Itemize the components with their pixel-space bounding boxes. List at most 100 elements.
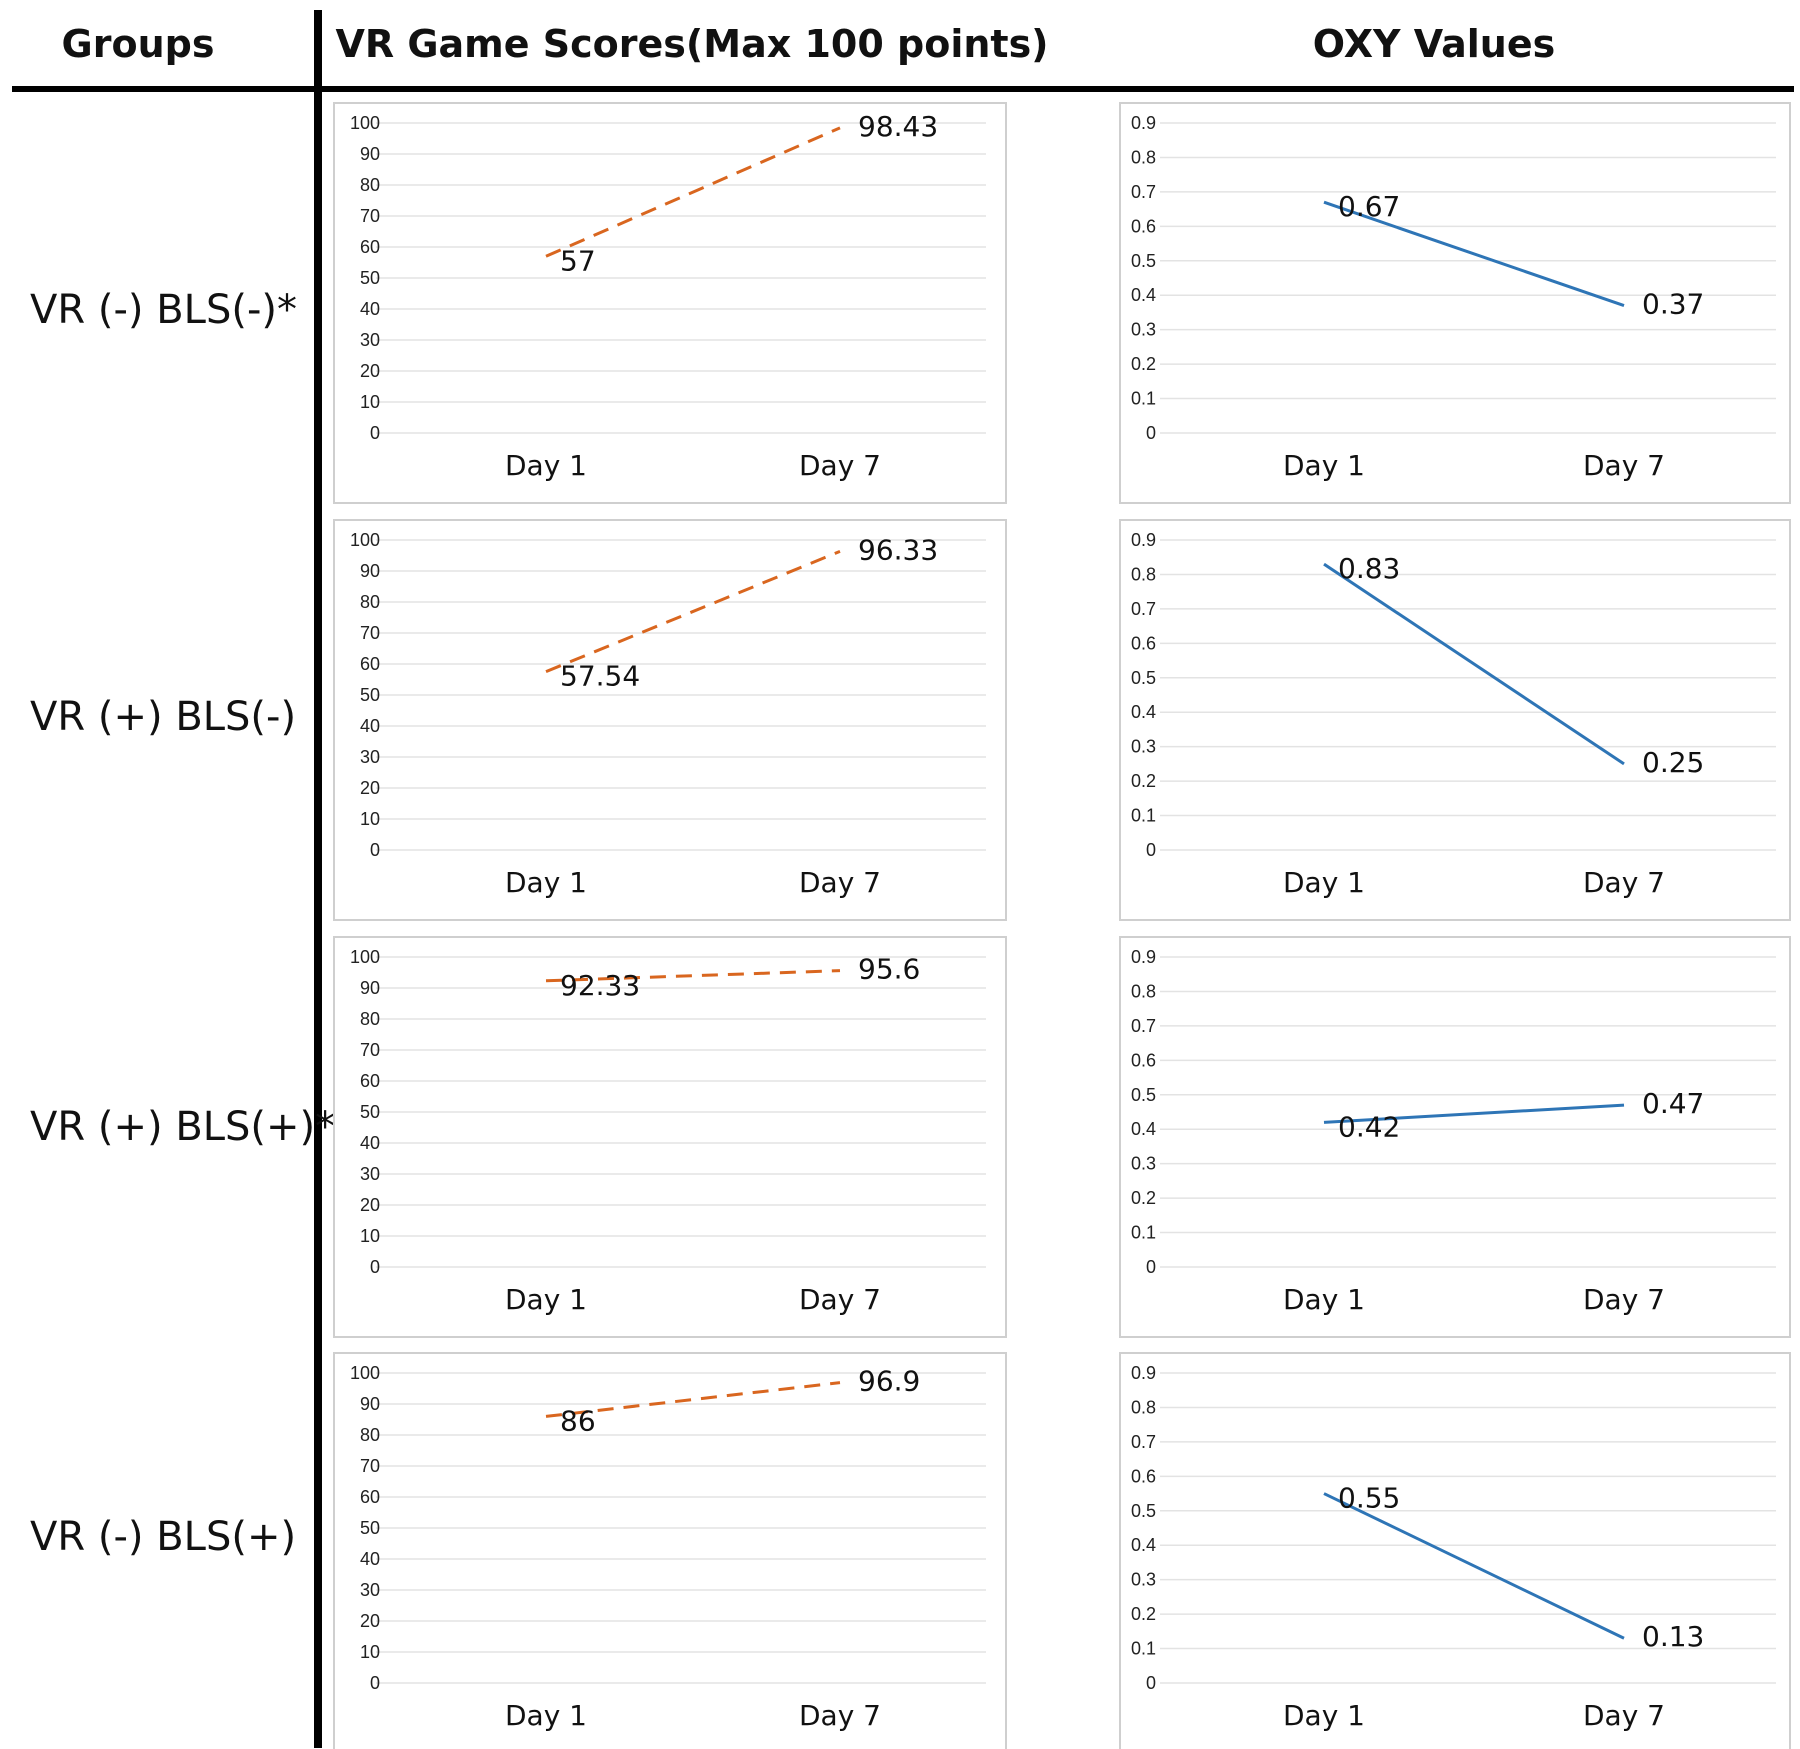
y-tick-label: 100 [350,1363,380,1383]
group-label: VR (-) BLS(-)* [30,287,297,333]
data-label: 0.67 [1338,190,1400,223]
y-tick-label: 50 [360,1518,380,1538]
y-tick-label: 30 [360,747,380,767]
scores-header: VR Game Scores(Max 100 points) [335,22,1048,66]
y-tick-label: 0 [1146,1673,1156,1693]
y-tick-label: 0 [1146,423,1156,443]
chart-frame [333,936,1007,1338]
y-tick-label: 0.5 [1131,251,1156,271]
data-label: 57 [560,244,596,277]
y-tick-label: 0.1 [1131,1639,1156,1659]
y-tick-label: 60 [360,1487,380,1507]
x-tick-label: Day 7 [1583,1283,1665,1316]
y-tick-label: 40 [360,716,380,736]
y-tick-label: 0.6 [1131,633,1156,653]
y-tick-label: 100 [350,947,380,967]
oxy-series-line [1323,562,1625,766]
chart-frame [1119,519,1791,921]
x-tick-label: Day 7 [799,1699,881,1732]
chart-frame [333,1352,1007,1749]
y-tick-label: 0.2 [1131,771,1156,791]
y-tick-label: 30 [360,1580,380,1600]
y-tick-label: 70 [360,1456,380,1476]
y-tick-label: 0.4 [1131,1535,1156,1555]
y-tick-label: 0.5 [1131,1501,1156,1521]
y-tick-label: 0 [370,1257,380,1277]
y-tick-label: 0.4 [1131,702,1156,722]
y-tick-label: 70 [360,623,380,643]
x-tick-label: Day 7 [799,1283,881,1316]
y-tick-label: 40 [360,1133,380,1153]
y-tick-label: 10 [360,1226,380,1246]
y-tick-label: 0.7 [1131,182,1156,202]
oxy-series-line [1323,1103,1625,1124]
y-tick-label: 0.3 [1131,1154,1156,1174]
score-series-line [545,1381,841,1418]
groups-header: Groups [62,22,215,66]
y-tick-label: 60 [360,654,380,674]
data-label: 92.33 [560,969,640,1002]
y-tick-label: 40 [360,299,380,319]
y-tick-label: 80 [360,1425,380,1445]
y-tick-label: 90 [360,978,380,998]
x-tick-label: Day 7 [1583,866,1665,899]
oxy-header: OXY Values [1313,22,1555,66]
data-label: 57.54 [560,660,640,693]
score-series-line [545,126,841,258]
y-tick-label: 0 [1146,840,1156,860]
y-tick-label: 0.6 [1131,1466,1156,1486]
y-tick-label: 50 [360,685,380,705]
y-tick-label: 70 [360,1040,380,1060]
y-tick-label: 10 [360,1642,380,1662]
column-rule [314,10,322,1748]
chart-frame [1119,1352,1791,1749]
x-tick-label: Day 7 [799,449,881,482]
y-tick-label: 60 [360,1071,380,1091]
y-tick-label: 0.9 [1131,947,1156,967]
y-tick-label: 0.8 [1131,564,1156,584]
data-label: 0.42 [1338,1110,1400,1143]
y-tick-label: 0 [370,1673,380,1693]
x-tick-label: Day 1 [505,1283,587,1316]
x-tick-label: Day 1 [1283,1699,1365,1732]
chart-frame [1119,936,1791,1338]
y-tick-label: 100 [350,113,380,133]
y-tick-label: 0.1 [1131,1223,1156,1243]
y-tick-label: 80 [360,592,380,612]
data-label: 0.25 [1642,746,1704,779]
y-tick-label: 20 [360,1611,380,1631]
y-tick-label: 90 [360,1394,380,1414]
y-tick-label: 30 [360,1164,380,1184]
data-label: 96.33 [858,533,938,566]
y-tick-label: 20 [360,1195,380,1215]
score-series-line [545,549,841,674]
oxy-series-line [1323,1492,1625,1640]
y-tick-label: 0.8 [1131,1397,1156,1417]
x-tick-label: Day 1 [1283,1283,1365,1316]
y-tick-label: 10 [360,809,380,829]
y-tick-label: 0 [370,840,380,860]
y-tick-label: 40 [360,1549,380,1569]
y-tick-label: 0.6 [1131,1050,1156,1070]
chart-frame [1119,102,1791,504]
y-tick-label: 0.5 [1131,1085,1156,1105]
x-tick-label: Day 1 [1283,866,1365,899]
y-tick-label: 0.9 [1131,530,1156,550]
x-tick-label: Day 7 [1583,449,1665,482]
header-rule [12,86,1794,92]
y-tick-label: 0.8 [1131,981,1156,1001]
y-tick-label: 0 [1146,1257,1156,1277]
data-label: 0.13 [1642,1620,1704,1653]
y-tick-label: 0.7 [1131,1432,1156,1452]
score-series-line [545,969,841,983]
data-label: 0.55 [1338,1482,1400,1515]
chart-frame [333,102,1007,504]
y-tick-label: 0.7 [1131,599,1156,619]
data-label: 96.9 [858,1365,920,1398]
x-tick-label: Day 1 [505,866,587,899]
y-tick-label: 0.2 [1131,1604,1156,1624]
y-tick-label: 0.1 [1131,806,1156,826]
y-tick-label: 0.3 [1131,320,1156,340]
